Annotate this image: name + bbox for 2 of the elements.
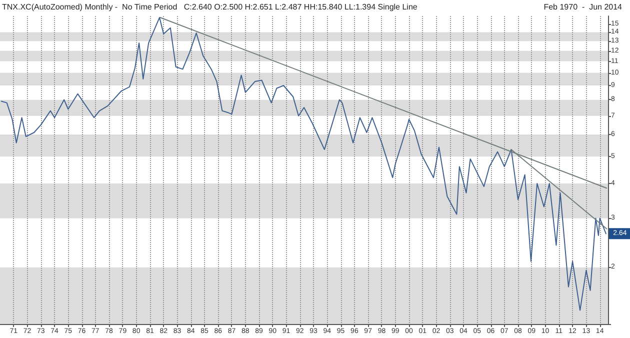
chart-title: TNX.XC(AutoZoomed) Monthly - No Time Period C:2.640 O:2.500 H:2.651 L:2.487 HH:15.840 LL:1.394 Single Line xyxy=(2,2,418,12)
chart-subtitle: Feb 1970 - Jun 2014 xyxy=(544,2,623,12)
